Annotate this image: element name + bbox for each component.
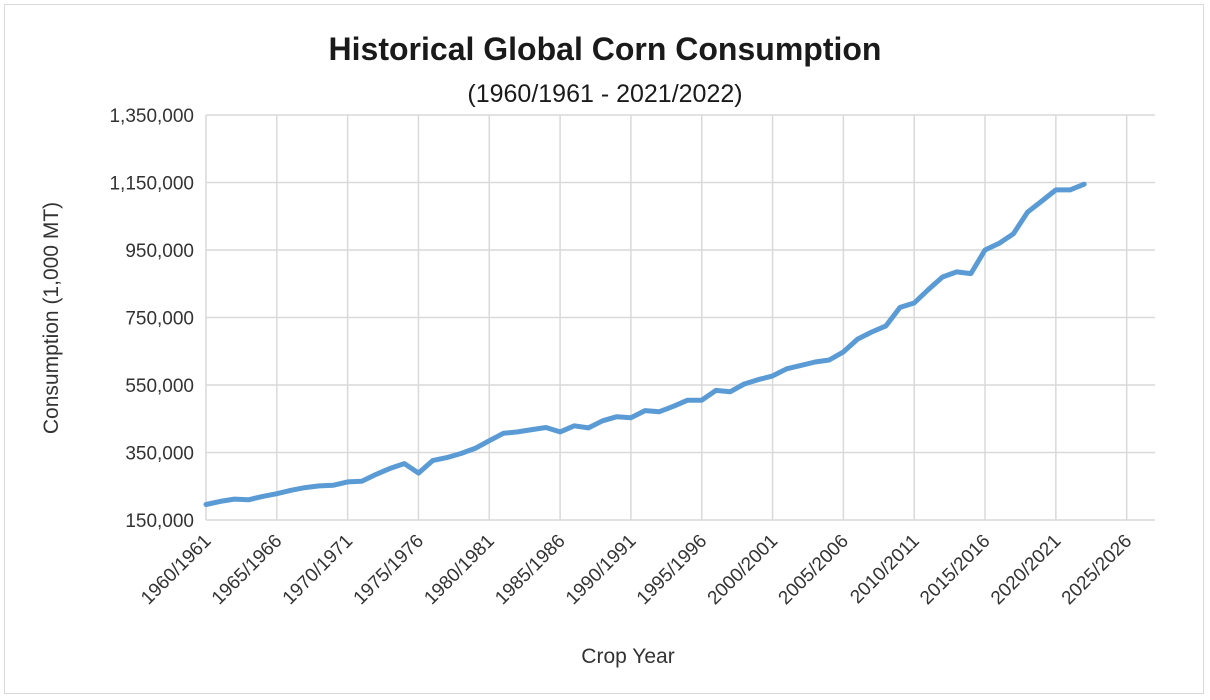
x-tick-label: 2005/2006 <box>775 531 853 609</box>
y-tick-label: 150,000 <box>125 511 194 532</box>
x-axis-label: Crop Year <box>581 645 674 668</box>
x-tick-label: 2000/2001 <box>704 531 782 609</box>
y-tick-label: 950,000 <box>125 241 194 262</box>
y-tick-label: 1,350,000 <box>109 106 194 127</box>
y-tick-label: 350,000 <box>125 444 194 465</box>
x-tick-label: 1970/1971 <box>279 531 357 609</box>
x-tick-label: 2025/2026 <box>1058 531 1136 609</box>
x-tick-label: 1975/1976 <box>350 531 428 609</box>
x-axis-ticks: 1960/19611965/19661970/19711975/19761980… <box>137 531 1136 609</box>
y-axis-ticks: 150,000 350,000 550,000 750,000 950,000 1,150… <box>109 106 194 532</box>
y-axis-label: Consumption (1,000 MT) <box>40 202 63 434</box>
x-tick-label: 1985/1986 <box>491 531 569 609</box>
y-tick-label: 550,000 <box>125 376 194 397</box>
series-layer <box>203 181 1087 507</box>
x-tick-label: 2015/2016 <box>916 531 994 609</box>
x-tick-label: 2010/2011 <box>846 531 923 608</box>
chart-frame <box>4 4 1204 694</box>
x-tick-label: 1965/1966 <box>208 531 286 609</box>
x-tick-label: 1980/1981 <box>420 531 498 609</box>
x-tick-label: 2020/2021 <box>987 531 1065 609</box>
y-tick-label: 750,000 <box>125 309 194 330</box>
x-tick-label: 1990/1991 <box>562 531 640 609</box>
chart-subtitle: (1960/1961 - 2021/2022) <box>467 80 742 108</box>
chart-title: Historical Global Corn Consumption <box>329 31 882 67</box>
gridlines <box>205 114 1155 521</box>
x-tick-label: 1960/1961 <box>137 531 215 609</box>
x-tick-label: 1995/1996 <box>633 531 711 609</box>
y-tick-label: 1,150,000 <box>109 174 194 195</box>
series-line <box>203 181 1087 507</box>
